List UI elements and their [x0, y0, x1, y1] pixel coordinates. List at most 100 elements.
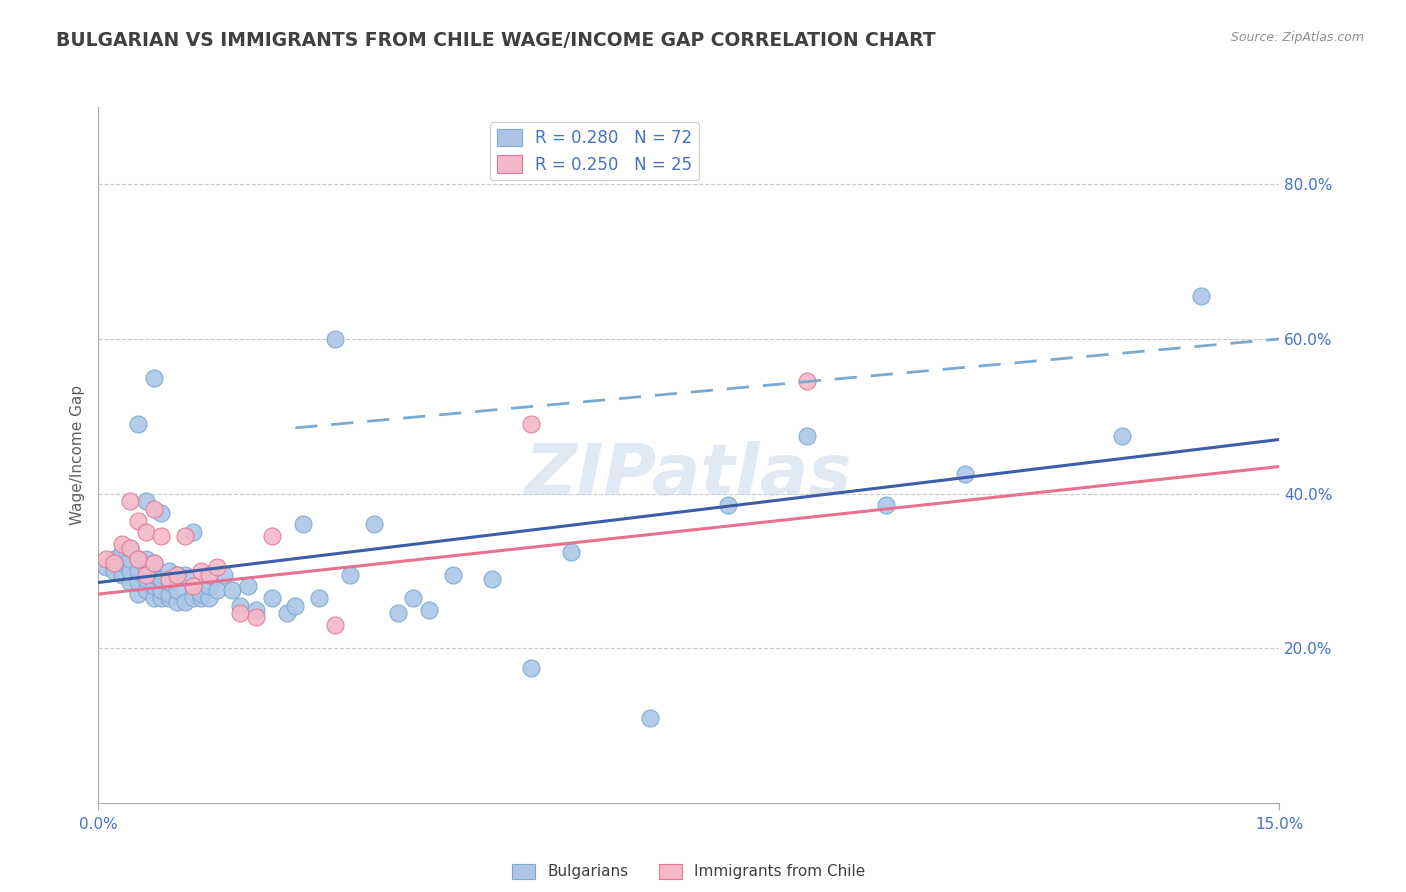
- Point: [190, 591, 212, 605]
- Point: [284, 599, 307, 613]
- Point: [205, 583, 228, 598]
- Point: [142, 579, 165, 593]
- Point: [339, 567, 361, 582]
- Point: [127, 587, 149, 601]
- Point: [875, 498, 897, 512]
- Point: [190, 587, 212, 601]
- Point: [127, 564, 149, 578]
- Y-axis label: Wage/Income Gap: Wage/Income Gap: [69, 384, 84, 525]
- Point: [560, 544, 582, 558]
- Point: [127, 552, 149, 566]
- Point: [363, 517, 385, 532]
- Point: [118, 541, 141, 555]
- Point: [174, 595, 197, 609]
- Point: [197, 591, 219, 605]
- Point: [166, 595, 188, 609]
- Point: [214, 567, 236, 582]
- Point: [520, 417, 543, 431]
- Point: [157, 591, 180, 605]
- Point: [111, 544, 134, 558]
- Text: ZIPatlas: ZIPatlas: [526, 442, 852, 510]
- Point: [103, 552, 125, 566]
- Point: [142, 370, 165, 384]
- Point: [387, 607, 409, 621]
- Point: [181, 591, 204, 605]
- Point: [276, 607, 298, 621]
- Point: [142, 556, 165, 570]
- Point: [118, 494, 141, 508]
- Point: [229, 599, 252, 613]
- Point: [245, 610, 267, 624]
- Point: [520, 660, 543, 674]
- Point: [135, 552, 157, 566]
- Point: [142, 502, 165, 516]
- Point: [150, 572, 173, 586]
- Point: [118, 575, 141, 590]
- Point: [166, 583, 188, 598]
- Point: [103, 556, 125, 570]
- Point: [150, 529, 173, 543]
- Point: [221, 583, 243, 598]
- Point: [1111, 428, 1133, 442]
- Point: [323, 332, 346, 346]
- Point: [135, 560, 157, 574]
- Point: [142, 556, 165, 570]
- Point: [638, 711, 661, 725]
- Point: [953, 467, 976, 482]
- Point: [1189, 289, 1212, 303]
- Point: [157, 575, 180, 590]
- Point: [111, 567, 134, 582]
- Point: [197, 567, 219, 582]
- Point: [197, 579, 219, 593]
- Point: [127, 575, 149, 590]
- Point: [127, 417, 149, 431]
- Point: [260, 591, 283, 605]
- Point: [166, 567, 188, 582]
- Point: [260, 529, 283, 543]
- Text: BULGARIAN VS IMMIGRANTS FROM CHILE WAGE/INCOME GAP CORRELATION CHART: BULGARIAN VS IMMIGRANTS FROM CHILE WAGE/…: [56, 31, 936, 50]
- Legend: Bulgarians, Immigrants from Chile: Bulgarians, Immigrants from Chile: [506, 857, 872, 886]
- Point: [245, 602, 267, 616]
- Point: [135, 567, 157, 582]
- Point: [323, 618, 346, 632]
- Point: [717, 498, 740, 512]
- Point: [157, 587, 180, 601]
- Point: [190, 564, 212, 578]
- Point: [181, 579, 204, 593]
- Point: [150, 506, 173, 520]
- Point: [135, 583, 157, 598]
- Point: [142, 591, 165, 605]
- Point: [111, 537, 134, 551]
- Point: [150, 591, 173, 605]
- Point: [205, 560, 228, 574]
- Point: [103, 564, 125, 578]
- Point: [111, 556, 134, 570]
- Point: [796, 428, 818, 442]
- Point: [118, 552, 141, 566]
- Point: [181, 525, 204, 540]
- Point: [236, 579, 259, 593]
- Point: [96, 560, 118, 574]
- Point: [142, 567, 165, 582]
- Point: [127, 514, 149, 528]
- Point: [166, 567, 188, 582]
- Point: [441, 567, 464, 582]
- Point: [796, 375, 818, 389]
- Text: Source: ZipAtlas.com: Source: ZipAtlas.com: [1230, 31, 1364, 45]
- Point: [127, 552, 149, 566]
- Point: [157, 572, 180, 586]
- Point: [308, 591, 330, 605]
- Point: [118, 564, 141, 578]
- Point: [118, 541, 141, 555]
- Point: [402, 591, 425, 605]
- Point: [135, 572, 157, 586]
- Point: [418, 602, 440, 616]
- Point: [135, 494, 157, 508]
- Point: [157, 564, 180, 578]
- Point: [96, 552, 118, 566]
- Point: [481, 572, 503, 586]
- Point: [150, 583, 173, 598]
- Point: [174, 567, 197, 582]
- Point: [292, 517, 315, 532]
- Point: [135, 525, 157, 540]
